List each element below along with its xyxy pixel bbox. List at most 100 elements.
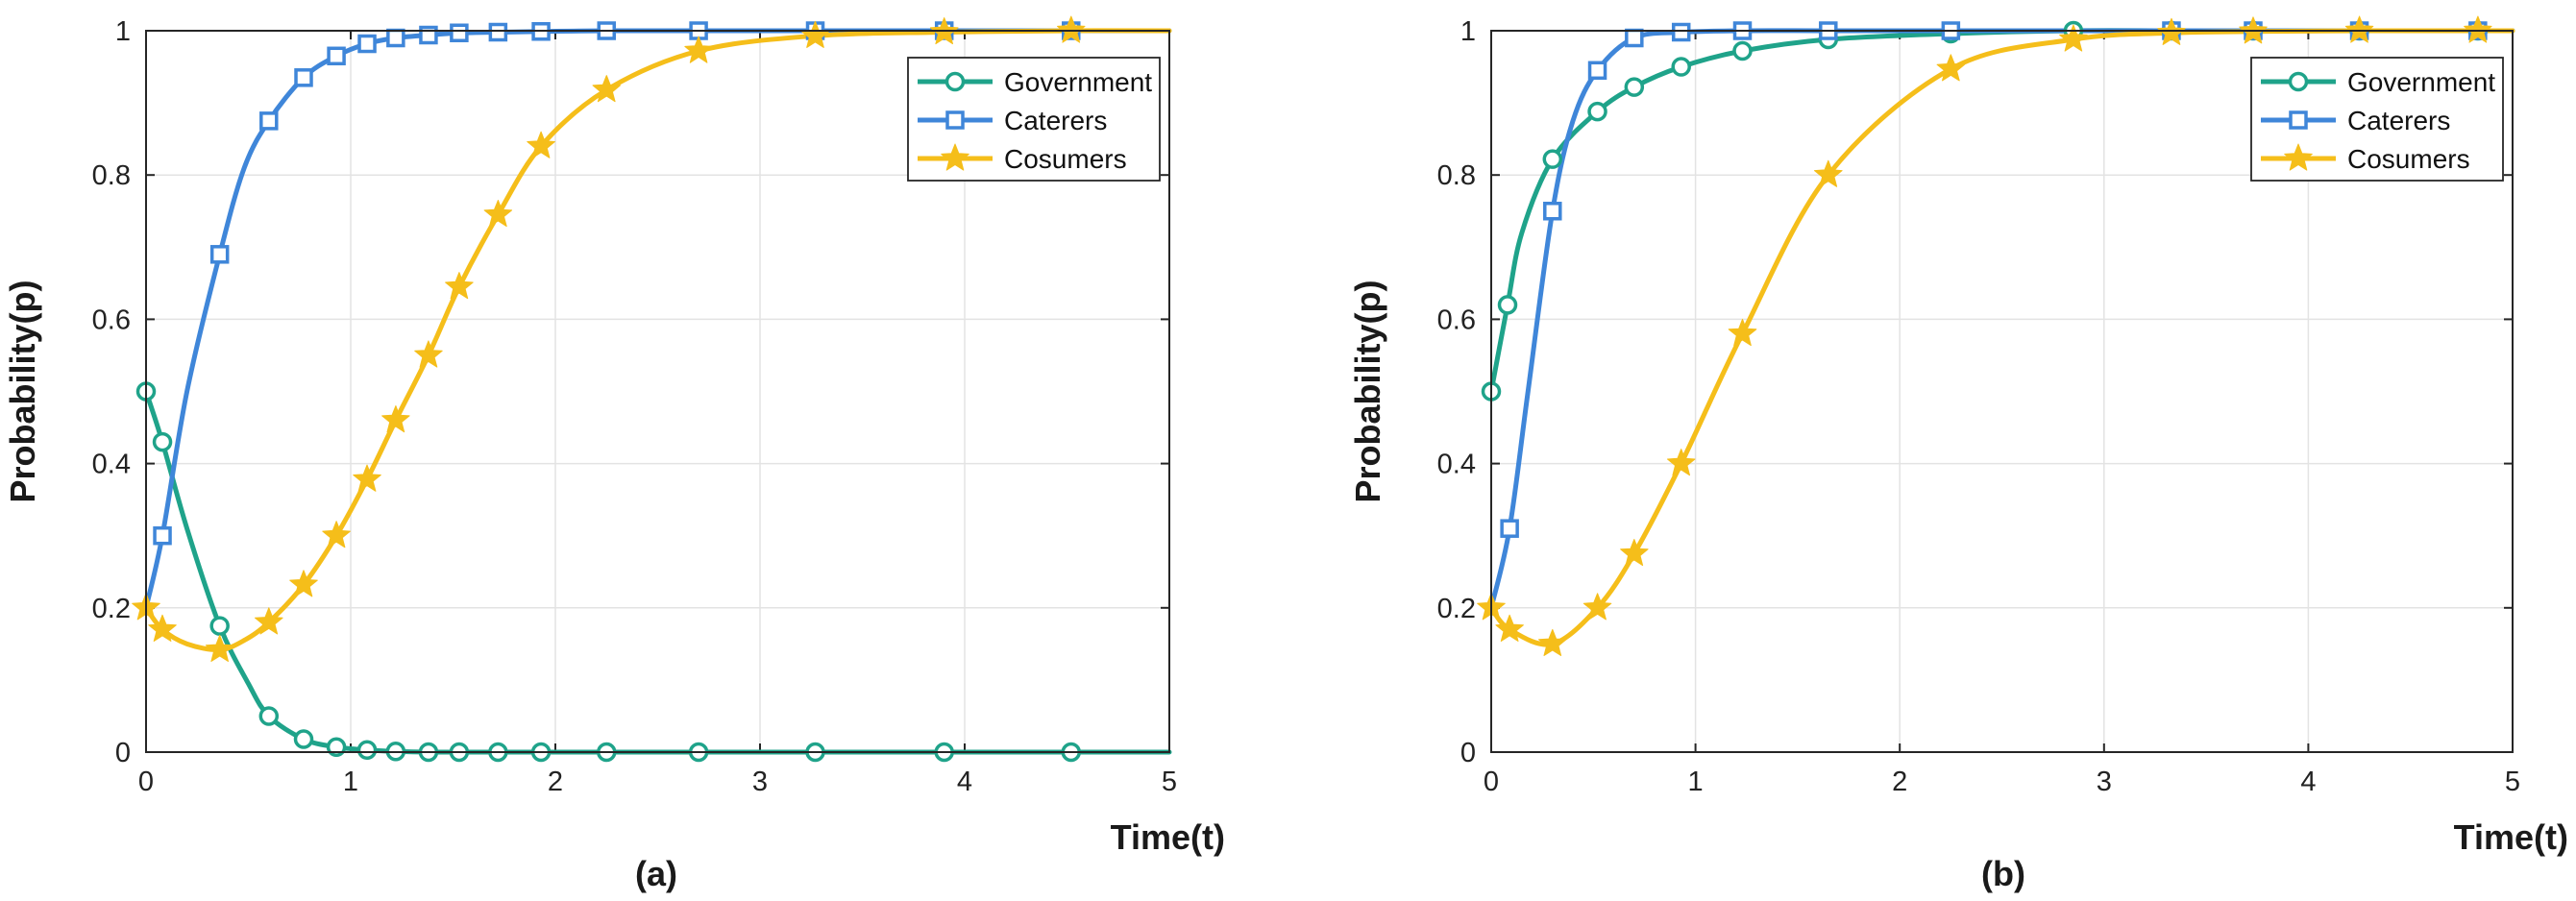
x-tick-label: 2 (1892, 767, 1907, 797)
data-point-cosumers (2344, 15, 2374, 43)
data-point-caterers (209, 245, 230, 264)
y-tick-label: 1 (1460, 16, 1476, 47)
legend-item-government: Government (918, 67, 1152, 97)
data-point-caterers (419, 25, 438, 45)
plot-frame (1490, 30, 2514, 753)
y-tick-label: 0.6 (92, 304, 131, 335)
x-tick-label: 0 (1484, 767, 1499, 797)
data-point-caterers (327, 46, 346, 66)
data-point-caterers (1500, 519, 1519, 538)
x-tick-label: 3 (752, 767, 768, 797)
data-point-government (1542, 149, 1563, 169)
y-tick-label: 0.2 (92, 594, 131, 624)
data-point-cosumers (322, 521, 351, 548)
data-point-cosumers (148, 614, 177, 642)
legend-label: Government (2347, 67, 2495, 97)
data-point-government (356, 740, 378, 760)
panel-label: (b) (1981, 854, 2025, 893)
data-point-cosumers (527, 131, 555, 158)
y-tick-label: 0.4 (1437, 450, 1476, 480)
data-point-government (1732, 40, 1753, 61)
x-tick-label: 3 (2097, 767, 2112, 797)
data-point-government (258, 706, 280, 726)
data-point-caterers (386, 28, 405, 48)
chart-panel-b: 0 1 2 3 4 5 0 0.2 0.4 0.6 0.8 1 Government Caterers Co… (1348, 15, 2568, 893)
legend-marker-circle (945, 71, 966, 92)
data-point-cosumers (684, 36, 713, 63)
y-tick-label: 1 (115, 16, 131, 47)
data-point-cosumers (592, 75, 621, 103)
data-point-cosumers (1728, 318, 1757, 347)
data-point-cosumers (1814, 159, 1843, 187)
y-tick-label: 0 (115, 738, 131, 768)
data-point-cosumers (2464, 15, 2492, 43)
legend-item-caterers: Caterers (2261, 106, 2450, 135)
x-tick-label: 0 (138, 767, 154, 797)
data-point-government (209, 616, 230, 636)
data-point-caterers (488, 22, 508, 42)
data-point-caterers (357, 34, 377, 54)
x-axis-label: Time(t) (2454, 817, 2568, 857)
data-point-government (326, 737, 347, 757)
legend-marker-square (2289, 110, 2308, 130)
legend: Government Caterers Cosumers (907, 57, 1161, 182)
data-point-cosumers (1538, 628, 1567, 656)
x-tick-label: 5 (1162, 767, 1177, 797)
data-point-cosumers (414, 340, 443, 368)
y-tick-label: 0.8 (1437, 160, 1476, 191)
data-point-cosumers (381, 405, 410, 433)
chart-panel-a: 0 1 2 3 4 5 0 0.2 0.4 0.6 0.8 1 Government Caterers Co… (3, 15, 1225, 893)
data-point-caterers (259, 111, 279, 131)
data-point-government (1587, 101, 1607, 122)
x-axis-label: Time(t) (1111, 817, 1225, 857)
legend-item-government: Government (2261, 67, 2495, 97)
legend-marker-star (941, 143, 969, 171)
legend-item-cosumers: Cosumers (2261, 143, 2470, 174)
data-point-caterers (1587, 61, 1607, 81)
data-point-government (1624, 77, 1645, 97)
legend-label: Cosumers (1004, 144, 1127, 174)
x-tick-label: 4 (957, 767, 972, 797)
data-point-cosumers (445, 272, 474, 300)
data-point-cosumers (1582, 593, 1612, 621)
data-point-government (152, 431, 173, 452)
x-tick-label: 4 (2300, 767, 2316, 797)
y-tick-label: 0.8 (92, 160, 131, 191)
data-point-cosumers (1936, 54, 1966, 82)
series-cosumers (143, 28, 1172, 652)
data-point-caterers (1625, 28, 1644, 48)
legend-marker-star (2284, 143, 2313, 171)
data-point-cosumers (353, 464, 381, 492)
y-tick-label: 0.2 (1437, 594, 1476, 624)
x-tick-label: 5 (2505, 767, 2520, 797)
legend-label: Caterers (2347, 106, 2450, 135)
data-point-government (1497, 295, 1518, 315)
data-point-cosumers (205, 634, 234, 662)
data-point-cosumers (2059, 24, 2088, 52)
y-axis-label: Probability(p) (1348, 280, 1387, 503)
data-point-caterers (153, 525, 172, 546)
x-tick-label: 1 (1688, 767, 1704, 797)
panel-label: (a) (635, 854, 677, 893)
legend-label: Caterers (1004, 106, 1107, 135)
legend-item-caterers: Caterers (918, 106, 1107, 135)
data-point-cosumers (1057, 15, 1086, 43)
legend-marker-circle (2288, 71, 2309, 92)
data-point-cosumers (1667, 449, 1696, 476)
data-point-caterers (1543, 202, 1562, 221)
data-point-caterers (1671, 22, 1691, 42)
y-tick-label: 0 (1460, 738, 1476, 768)
x-tick-label: 2 (548, 767, 563, 797)
data-point-cosumers (483, 200, 513, 228)
legend: Government Caterers Cosumers (2250, 57, 2504, 182)
data-point-government (293, 729, 314, 749)
data-point-caterers (450, 23, 469, 43)
legend-item-cosumers: Cosumers (918, 143, 1127, 174)
series-markers-cosumers (132, 15, 1086, 662)
data-point-cosumers (289, 570, 318, 597)
data-point-cosumers (1495, 614, 1524, 642)
y-tick-label: 0.4 (92, 450, 131, 480)
data-point-government (1671, 57, 1691, 77)
y-axis-label: Probability(p) (3, 280, 42, 503)
